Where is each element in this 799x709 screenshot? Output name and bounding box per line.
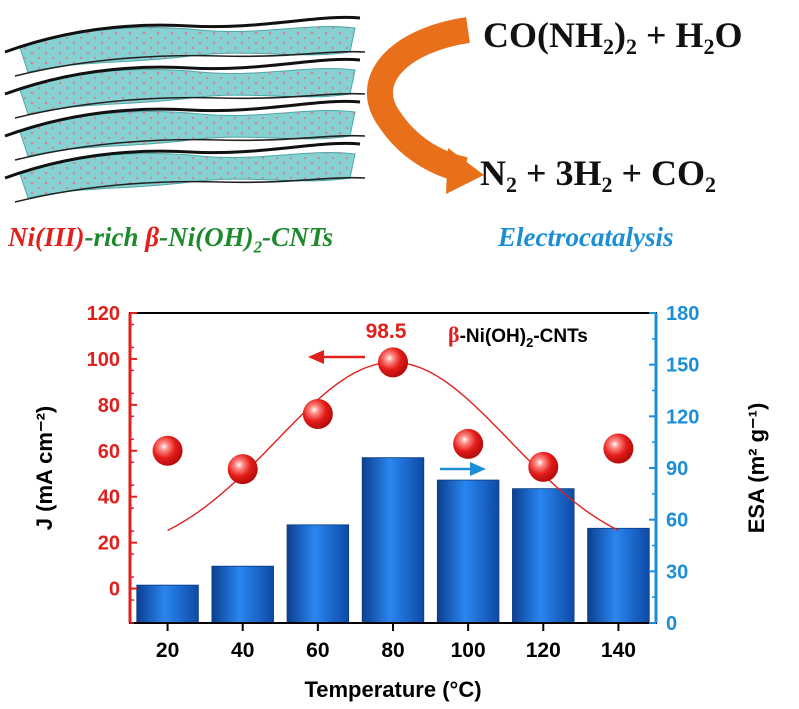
catalyst-caption: Ni(III)-rich β-Ni(OH)2-CNTs xyxy=(8,222,333,257)
bar-20 xyxy=(137,585,199,623)
right-tick-label: 180 xyxy=(666,303,699,325)
x-tick-label: 120 xyxy=(526,639,561,662)
left-tick-label: 100 xyxy=(87,349,120,371)
right-series-arrow-icon xyxy=(440,462,486,476)
right-tick-label: 120 xyxy=(666,406,699,428)
data-point-20 xyxy=(153,436,183,466)
left-tick-label: 0 xyxy=(109,579,120,601)
right-tick-label: 90 xyxy=(666,458,688,480)
data-point-40 xyxy=(228,454,258,484)
figure-canvas: 120 100 80 60 40 20 0 180 150 120 90 60 30 0 20 40 60 80 1… xyxy=(0,0,799,709)
products-equation: N2 + 3H2 + CO2 xyxy=(480,152,716,198)
x-tick-label: 140 xyxy=(601,639,636,662)
left-tick-label: 40 xyxy=(98,487,120,509)
x-tick-label: 20 xyxy=(156,639,179,662)
reactants-equation: CO(NH2)2 + H2O xyxy=(483,14,743,60)
x-tick-label: 100 xyxy=(451,639,486,662)
left-axis-title: J (mA cm⁻²) xyxy=(32,406,57,530)
left-tick-label: 80 xyxy=(98,395,120,417)
data-point-80 xyxy=(378,347,408,377)
legend-label: -Ni(OH) xyxy=(460,326,526,347)
bar-80 xyxy=(362,458,424,623)
legend-tail: -CNTs xyxy=(533,326,588,347)
right-tick-label: 30 xyxy=(666,561,688,583)
data-point-140 xyxy=(603,433,633,463)
bar-120 xyxy=(512,489,574,623)
chart-legend: β-Ni(OH)2-CNTs xyxy=(448,322,588,350)
bar-140 xyxy=(588,528,650,623)
peak-annotation: 98.5 xyxy=(366,320,407,343)
electrocatalysis-caption: Electrocatalysis xyxy=(498,222,673,253)
x-tick-label: 60 xyxy=(306,639,329,662)
chart: 120 100 80 60 40 20 0 180 150 120 90 60 30 0 20 40 60 80 1… xyxy=(32,303,769,702)
left-tick-label: 120 xyxy=(87,303,120,325)
legend-beta: β xyxy=(448,322,460,347)
bar-100 xyxy=(437,480,499,623)
legend-sub: 2 xyxy=(526,335,533,350)
x-tick-label: 80 xyxy=(381,639,404,662)
right-tick-label: 0 xyxy=(666,613,677,635)
right-axis-title: ESA (m² g⁻¹) xyxy=(744,403,769,534)
x-tick-label: 40 xyxy=(231,639,254,662)
nanosheet-layer xyxy=(5,143,365,202)
left-series-arrow-icon xyxy=(308,350,365,364)
left-tick-label: 60 xyxy=(98,441,120,463)
bar-40 xyxy=(212,566,274,623)
data-point-120 xyxy=(528,452,558,482)
bar-60 xyxy=(287,525,349,623)
x-axis-title: Temperature (°C) xyxy=(304,677,481,702)
right-tick-label: 150 xyxy=(666,355,699,377)
data-point-100 xyxy=(453,429,483,459)
reaction-arrow-icon xyxy=(380,30,484,194)
right-tick-label: 60 xyxy=(666,510,688,532)
nanosheet-stack-illustration xyxy=(5,17,365,202)
data-point-60 xyxy=(303,399,333,429)
left-tick-label: 20 xyxy=(98,533,120,555)
